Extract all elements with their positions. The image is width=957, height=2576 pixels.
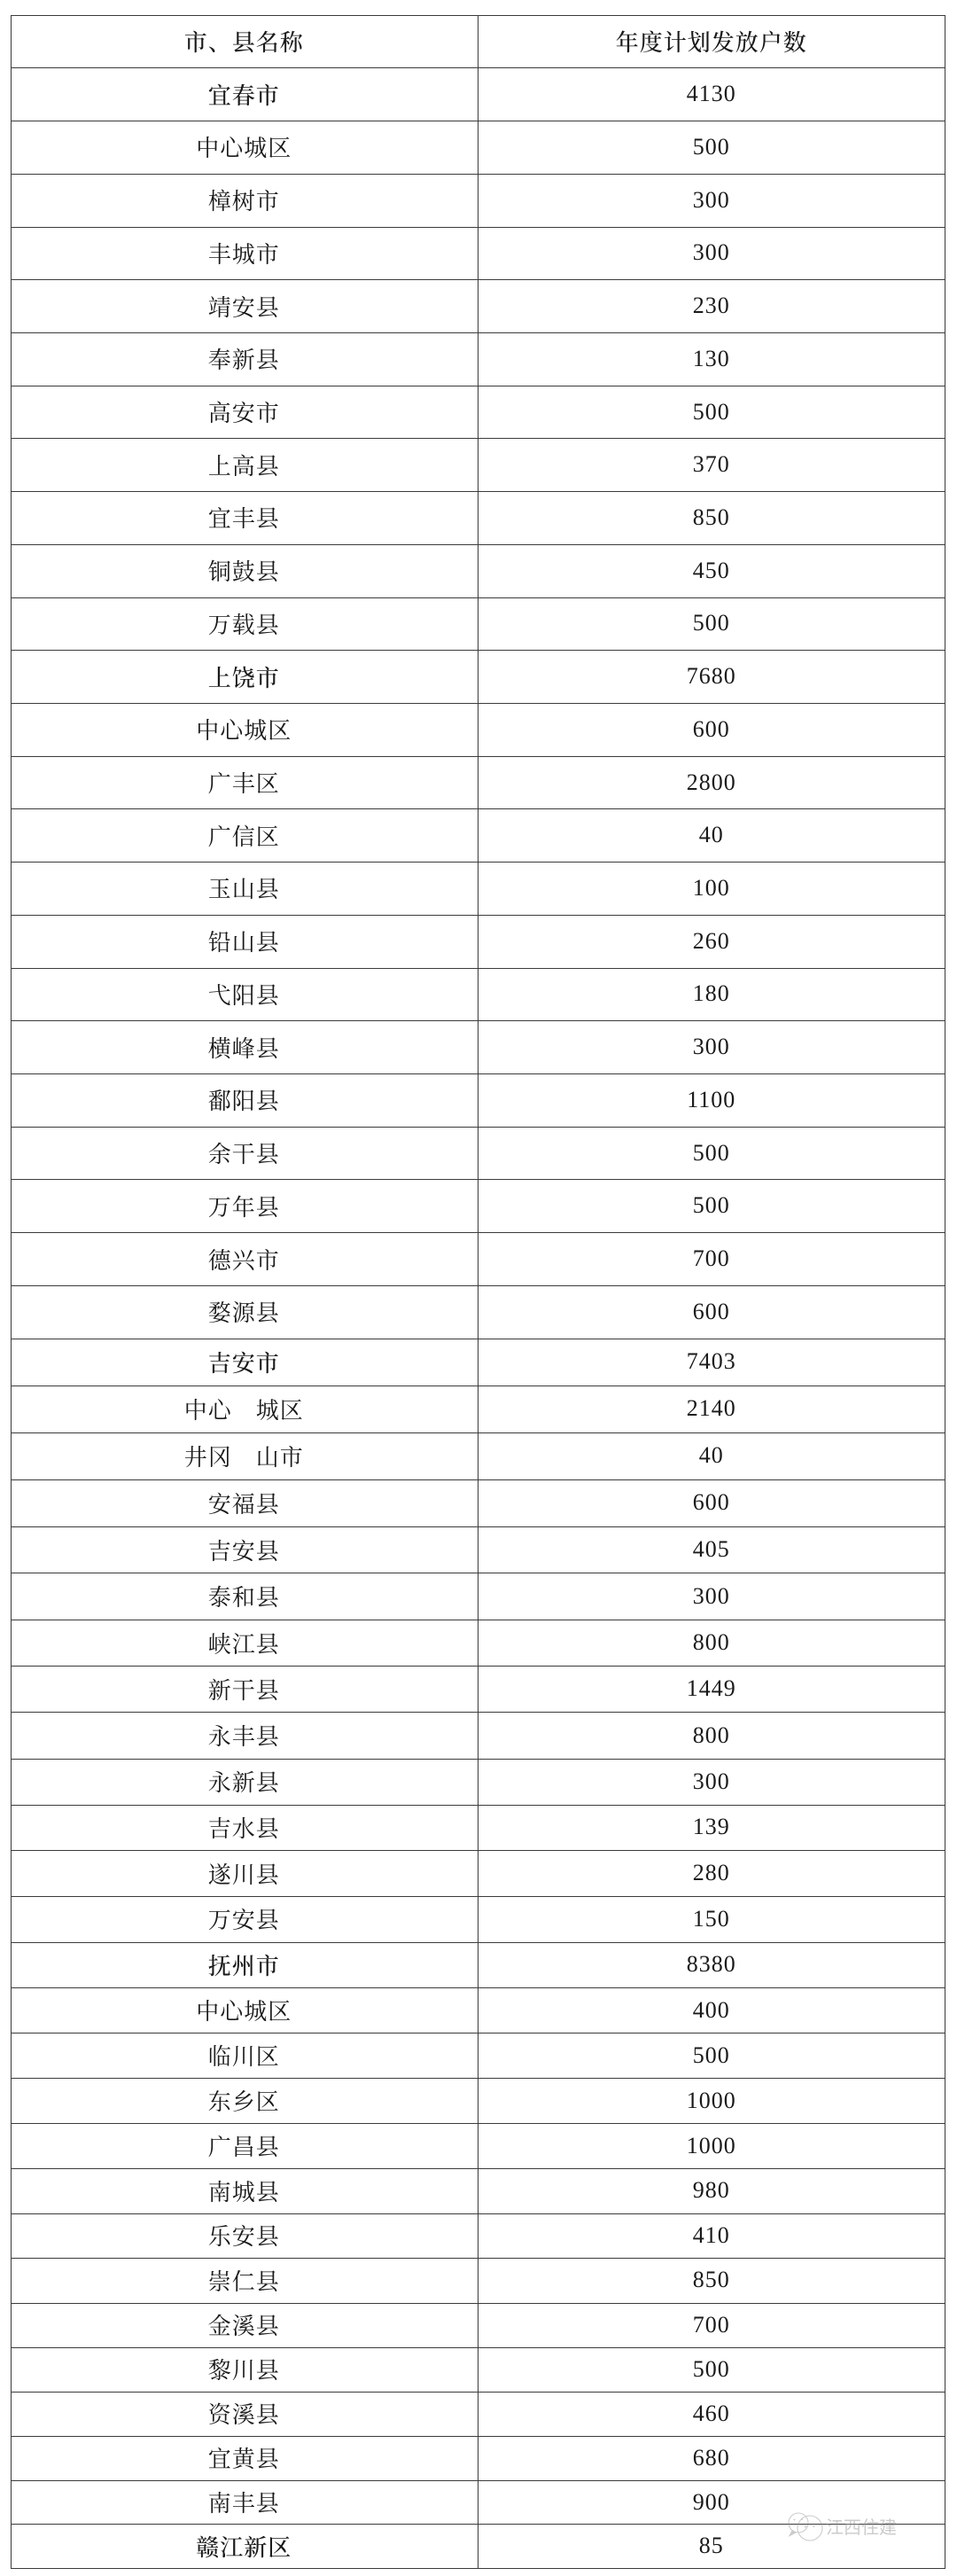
svg-text:江西住建: 江西住建 xyxy=(826,2517,897,2538)
